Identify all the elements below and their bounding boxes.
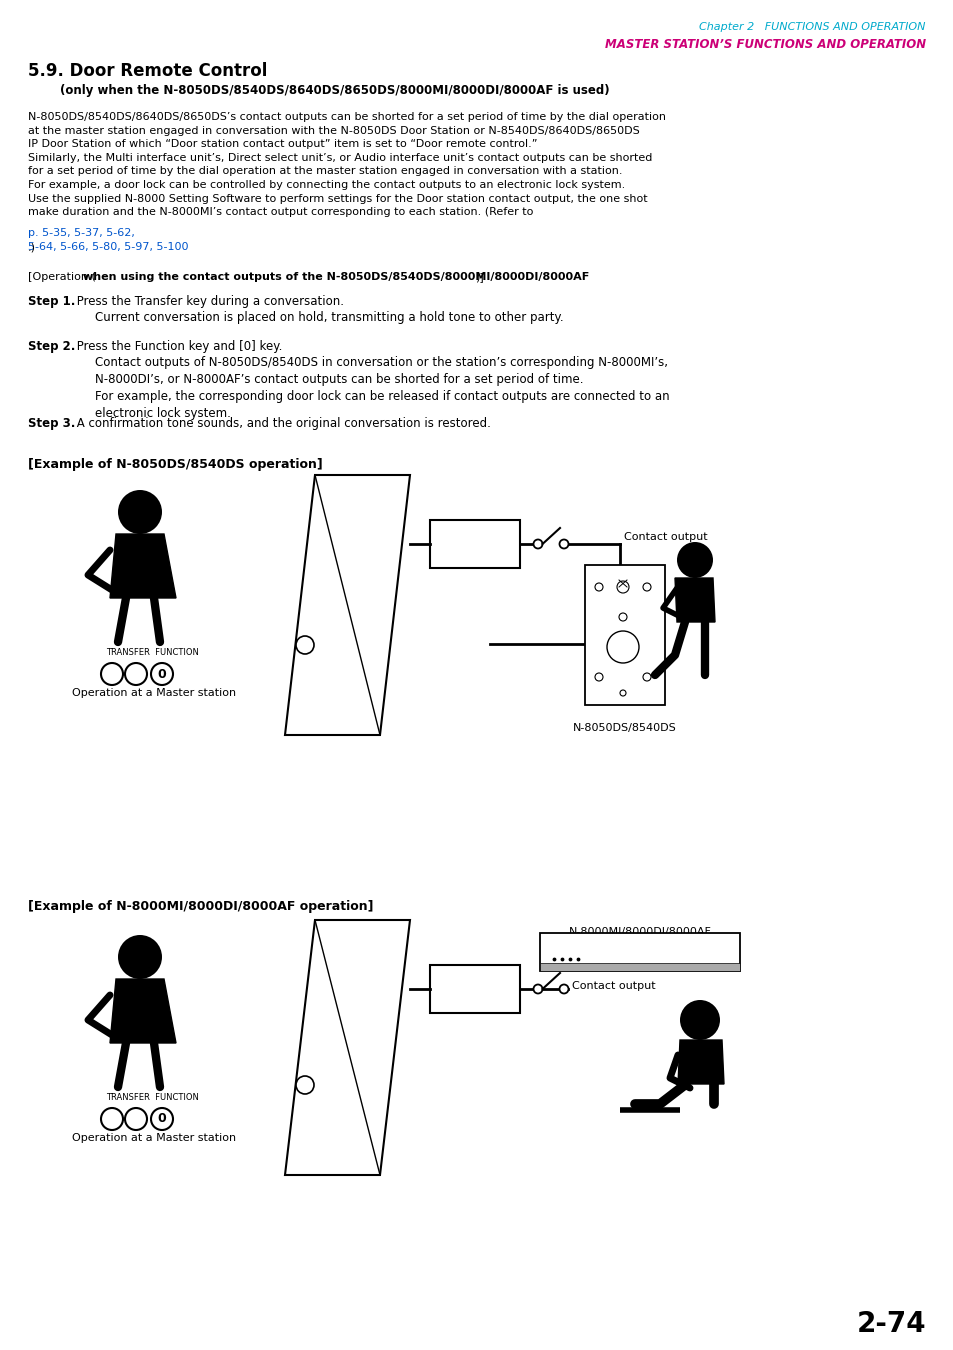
Polygon shape	[285, 919, 410, 1174]
Polygon shape	[678, 1040, 723, 1084]
Circle shape	[118, 936, 162, 979]
Text: [Example of N-8050DS/8540DS operation]: [Example of N-8050DS/8540DS operation]	[28, 458, 322, 471]
Text: 0: 0	[157, 1112, 166, 1126]
Text: 2-74: 2-74	[856, 1310, 925, 1338]
Circle shape	[101, 663, 123, 684]
Text: N-8050DS/8540DS: N-8050DS/8540DS	[573, 724, 677, 733]
Text: N-8000MI/8000DI/8000AF: N-8000MI/8000DI/8000AF	[568, 927, 711, 937]
Circle shape	[558, 984, 568, 994]
Circle shape	[125, 663, 147, 684]
Text: Door lock
control: Door lock control	[448, 977, 500, 1000]
Text: Step 1.: Step 1.	[28, 296, 75, 308]
Text: Operation at a Master station: Operation at a Master station	[71, 1133, 236, 1143]
Text: Chapter 2   FUNCTIONS AND OPERATION: Chapter 2 FUNCTIONS AND OPERATION	[699, 22, 925, 32]
Text: Press the Function key and [0] key.: Press the Function key and [0] key.	[73, 340, 282, 352]
Circle shape	[101, 1108, 123, 1130]
Circle shape	[533, 984, 542, 994]
Text: Contact output: Contact output	[572, 981, 655, 991]
Circle shape	[125, 1108, 147, 1130]
Text: Contact output: Contact output	[623, 532, 707, 541]
Text: Door lock
control: Door lock control	[448, 533, 500, 555]
Polygon shape	[110, 979, 175, 1044]
Text: A confirmation tone sounds, and the original conversation is restored.: A confirmation tone sounds, and the orig…	[73, 417, 491, 431]
Polygon shape	[285, 475, 410, 734]
Circle shape	[533, 540, 542, 548]
Text: TRANSFER  FUNCTION: TRANSFER FUNCTION	[106, 648, 198, 657]
Text: Operation at a Master station: Operation at a Master station	[71, 688, 236, 698]
Circle shape	[679, 1000, 720, 1040]
Text: p. 5-35, 5-37, 5-62,
5-64, 5-66, 5-80, 5-97, 5-100: p. 5-35, 5-37, 5-62, 5-64, 5-66, 5-80, 5…	[28, 228, 189, 251]
Circle shape	[677, 541, 712, 578]
Bar	[584, 566, 664, 705]
Text: N-8050DS/8540DS/8640DS/8650DS’s contact outputs can be shorted for a set period : N-8050DS/8540DS/8640DS/8650DS’s contact …	[28, 112, 665, 217]
Circle shape	[118, 490, 162, 535]
Text: MASTER STATION’S FUNCTIONS AND OPERATION: MASTER STATION’S FUNCTIONS AND OPERATION	[604, 38, 925, 51]
Text: 5.9. Door Remote Control: 5.9. Door Remote Control	[28, 62, 267, 80]
Text: 0: 0	[157, 667, 166, 680]
Polygon shape	[675, 578, 714, 622]
Text: TRANSFER  FUNCTION: TRANSFER FUNCTION	[106, 1094, 198, 1102]
Polygon shape	[110, 535, 175, 598]
Text: .): .)	[28, 243, 36, 252]
Circle shape	[558, 540, 568, 548]
Bar	[539, 933, 740, 971]
Text: Contact outputs of N-8050DS/8540DS in conversation or the station’s correspondin: Contact outputs of N-8050DS/8540DS in co…	[95, 356, 669, 420]
Text: Step 2.: Step 2.	[28, 340, 75, 352]
Bar	[539, 963, 740, 971]
Circle shape	[295, 636, 314, 653]
Circle shape	[295, 1076, 314, 1094]
Text: )]: )]	[475, 271, 483, 282]
Text: [Example of N-8000MI/8000DI/8000AF operation]: [Example of N-8000MI/8000DI/8000AF opera…	[28, 900, 374, 913]
Text: when using the contact outputs of the N-8050DS/8540DS/8000MI/8000DI/8000AF: when using the contact outputs of the N-…	[83, 271, 589, 282]
Circle shape	[151, 1108, 172, 1130]
Bar	[430, 965, 519, 1012]
Text: (only when the N-8050DS/8540DS/8640DS/8650DS/8000MI/8000DI/8000AF is used): (only when the N-8050DS/8540DS/8640DS/86…	[60, 84, 609, 97]
Bar	[430, 520, 519, 568]
Text: Press the Transfer key during a conversation.: Press the Transfer key during a conversa…	[73, 296, 344, 308]
Text: [Operation (: [Operation (	[28, 271, 95, 282]
Text: Step 3.: Step 3.	[28, 417, 75, 431]
Text: Current conversation is placed on hold, transmitting a hold tone to other party.: Current conversation is placed on hold, …	[95, 310, 563, 324]
Circle shape	[151, 663, 172, 684]
